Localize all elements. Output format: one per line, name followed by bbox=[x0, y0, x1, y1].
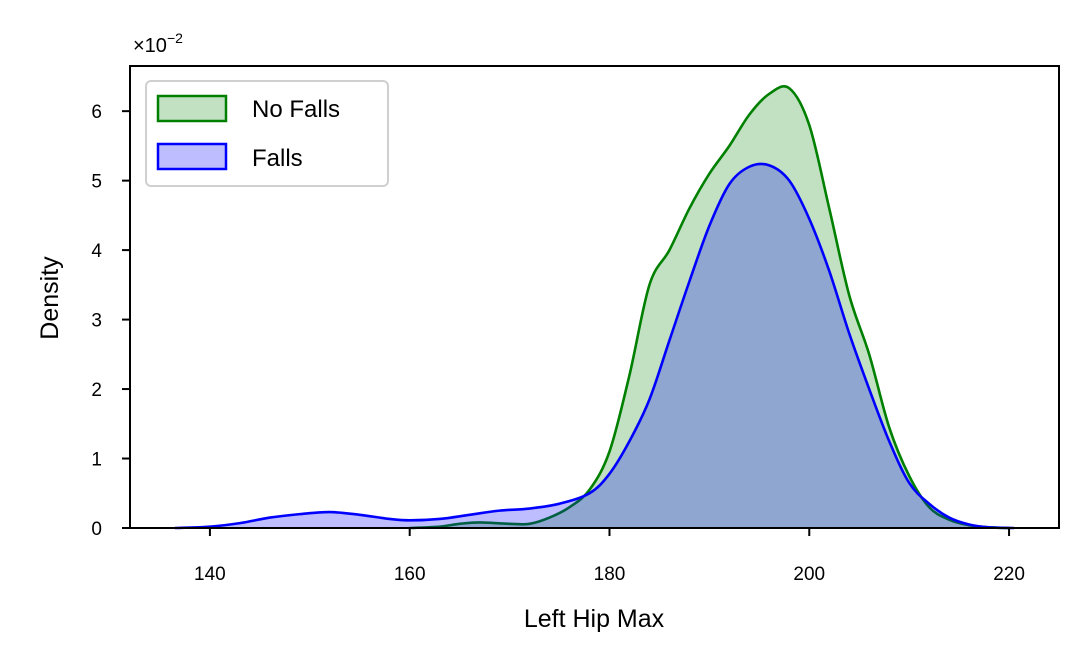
y-tick-label: 2 bbox=[91, 380, 102, 401]
y-scale-base: ×10 bbox=[133, 35, 167, 57]
y-scale-label: ×10−2 bbox=[133, 30, 183, 57]
y-tick-label: 0 bbox=[91, 519, 102, 540]
y-axis: 0 1 2 3 4 5 6 bbox=[91, 102, 130, 540]
legend-label-no-falls: No Falls bbox=[252, 96, 340, 123]
y-scale-exponent: −2 bbox=[167, 30, 183, 46]
density-area-no-falls bbox=[409, 86, 1010, 528]
legend: No Falls Falls bbox=[145, 80, 389, 187]
legend-swatch-falls bbox=[156, 142, 228, 171]
x-tick-label: 200 bbox=[793, 564, 825, 585]
x-tick-label: 180 bbox=[594, 564, 626, 585]
density-line-no-falls bbox=[409, 84, 1010, 530]
series-layer bbox=[174, 84, 1015, 530]
y-axis-label: Density bbox=[36, 256, 64, 340]
x-tick-label: 160 bbox=[394, 564, 426, 585]
x-axis: 140 160 180 200 220 bbox=[194, 528, 1025, 585]
legend-label-falls: Falls bbox=[252, 145, 303, 172]
plot-frame bbox=[129, 65, 1060, 529]
y-tick-label: 4 bbox=[91, 241, 102, 262]
x-tick-label: 140 bbox=[194, 564, 226, 585]
y-tick-label: 5 bbox=[91, 172, 102, 193]
x-axis-label: Left Hip Max bbox=[524, 605, 665, 633]
y-tick-label: 6 bbox=[91, 102, 102, 123]
x-tick-label: 220 bbox=[993, 564, 1025, 585]
density-line-falls bbox=[174, 162, 1015, 530]
density-area-falls bbox=[174, 163, 1015, 528]
y-tick-label: 1 bbox=[91, 450, 102, 471]
legend-box bbox=[145, 80, 389, 187]
y-tick-label: 3 bbox=[91, 311, 102, 332]
legend-swatch-no-falls bbox=[156, 94, 228, 123]
